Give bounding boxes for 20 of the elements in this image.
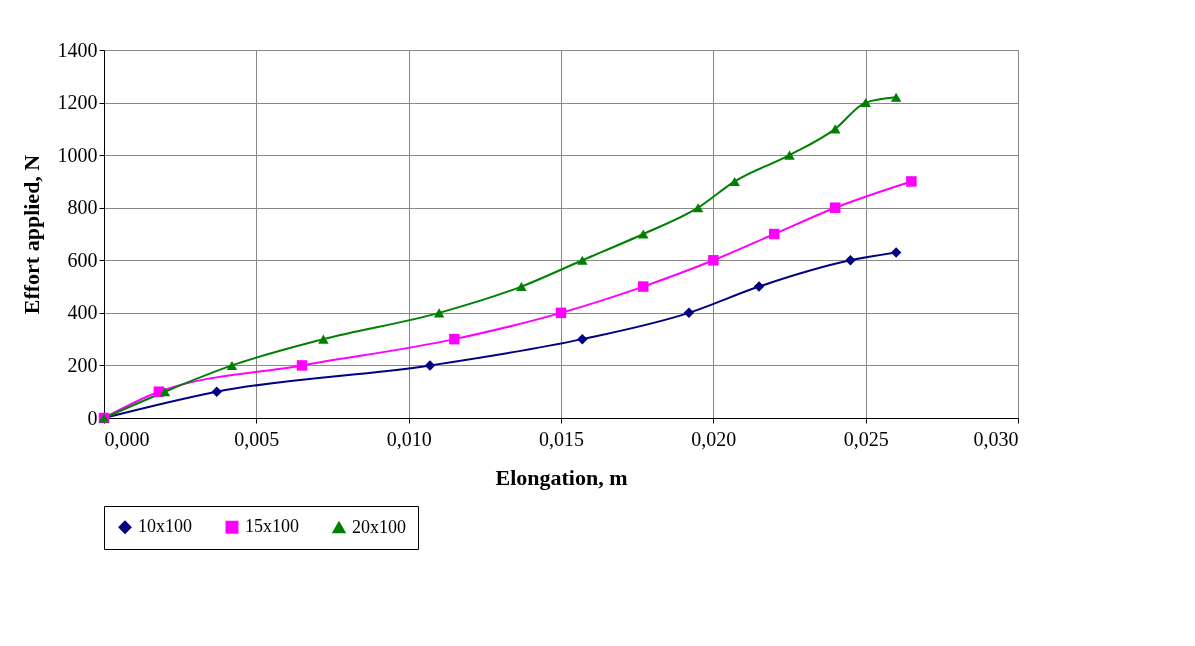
y-tick-label: 800 (67, 196, 98, 219)
y-axis-title: Effort applied, N (18, 154, 44, 315)
y-tick-label: 0 (87, 406, 98, 429)
x-tick-label: 0,025 (843, 427, 889, 450)
x-tick-label: 0,015 (539, 427, 584, 450)
x-tick-label: 0,000 (104, 427, 150, 450)
x-tick-label: 0,010 (386, 427, 432, 450)
x-tick-label: 0,030 (973, 427, 1019, 450)
y-tick-label: 200 (67, 353, 98, 376)
legend-label: 15x100 (245, 516, 299, 537)
y-tick-label: 1000 (57, 143, 98, 166)
y-tick-label: 1200 (57, 91, 98, 114)
x-tick-label: 0,005 (234, 427, 280, 450)
y-tick-label: 600 (67, 248, 98, 271)
legend-label: 20x100 (352, 516, 406, 537)
y-tick-label: 1400 (57, 38, 98, 61)
x-tick-label: 0,020 (691, 427, 737, 450)
legend-label: 10x100 (138, 516, 192, 537)
y-tick-label: 400 (67, 301, 98, 324)
x-axis-title: Elongation, m (495, 464, 628, 490)
